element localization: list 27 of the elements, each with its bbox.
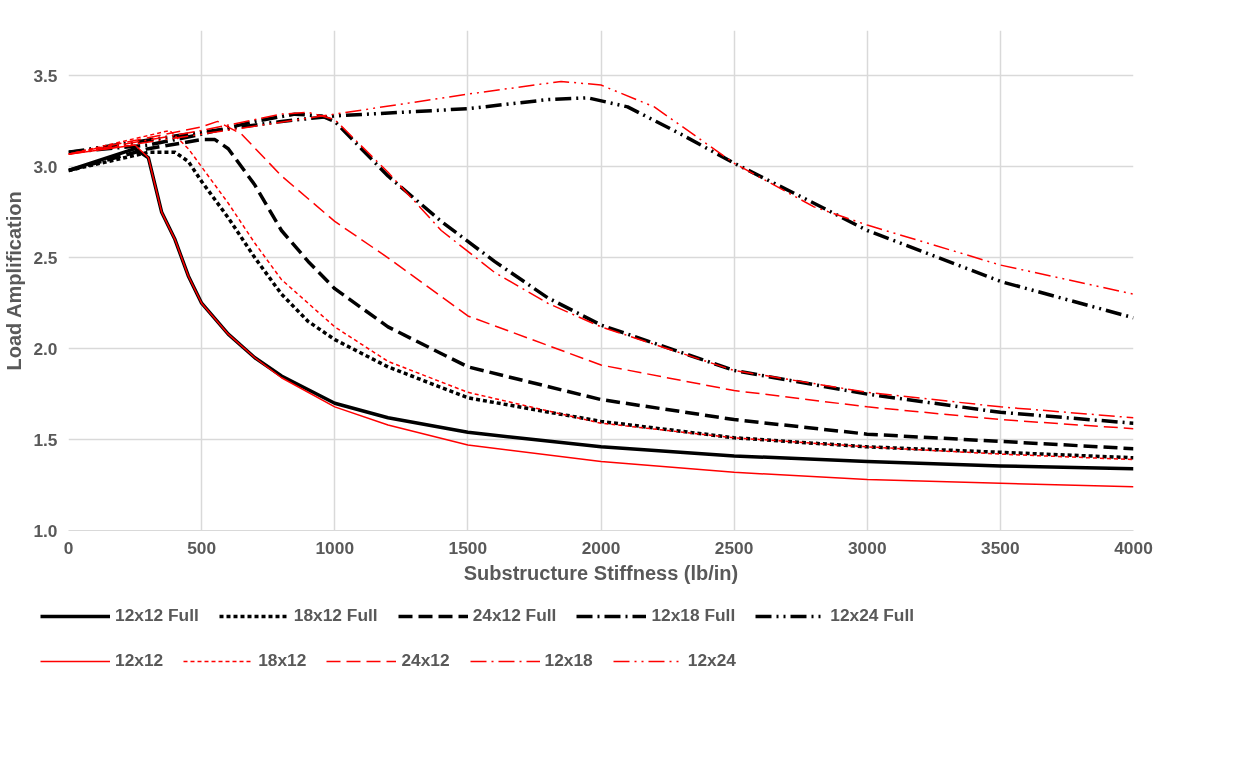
legend-label: 12x12: [115, 650, 164, 671]
x-tick-label: 0: [63, 537, 74, 558]
x-tick-label: 1000: [315, 537, 355, 558]
legend-label: 12x24 Full: [830, 605, 915, 626]
y-axis-title: Load Amplification: [3, 191, 26, 371]
y-tick-label: 3.5: [33, 65, 58, 86]
x-tick-label: 3500: [981, 537, 1020, 558]
legend-label: 18x12 Full: [293, 605, 378, 626]
legend-label: 12x12 Full: [115, 605, 199, 626]
x-tick-label: 2000: [581, 537, 621, 558]
legend-label: 24x12: [401, 650, 450, 671]
y-tick-label: 1.0: [33, 520, 58, 541]
x-axis-title: Substructure Stiffness (lb/in): [463, 561, 739, 584]
x-tick-label: 4000: [1114, 537, 1153, 558]
x-tick-label: 2500: [714, 537, 754, 558]
x-tick-label: 3000: [847, 537, 887, 558]
x-tick-label: 500: [187, 537, 217, 558]
legend-label: 12x18: [544, 650, 593, 671]
y-tick-label: 1.5: [33, 429, 58, 450]
legend-label: 12x18 Full: [651, 605, 736, 626]
legend-label: 18x12: [258, 650, 307, 671]
y-tick-label: 2.5: [33, 247, 58, 268]
legend-label: 24x12 Full: [472, 605, 557, 626]
y-tick-label: 2.0: [33, 338, 58, 359]
y-tick-label: 3.0: [33, 156, 58, 177]
legend-label: 12x24: [687, 650, 736, 671]
x-tick-label: 1500: [448, 537, 488, 558]
